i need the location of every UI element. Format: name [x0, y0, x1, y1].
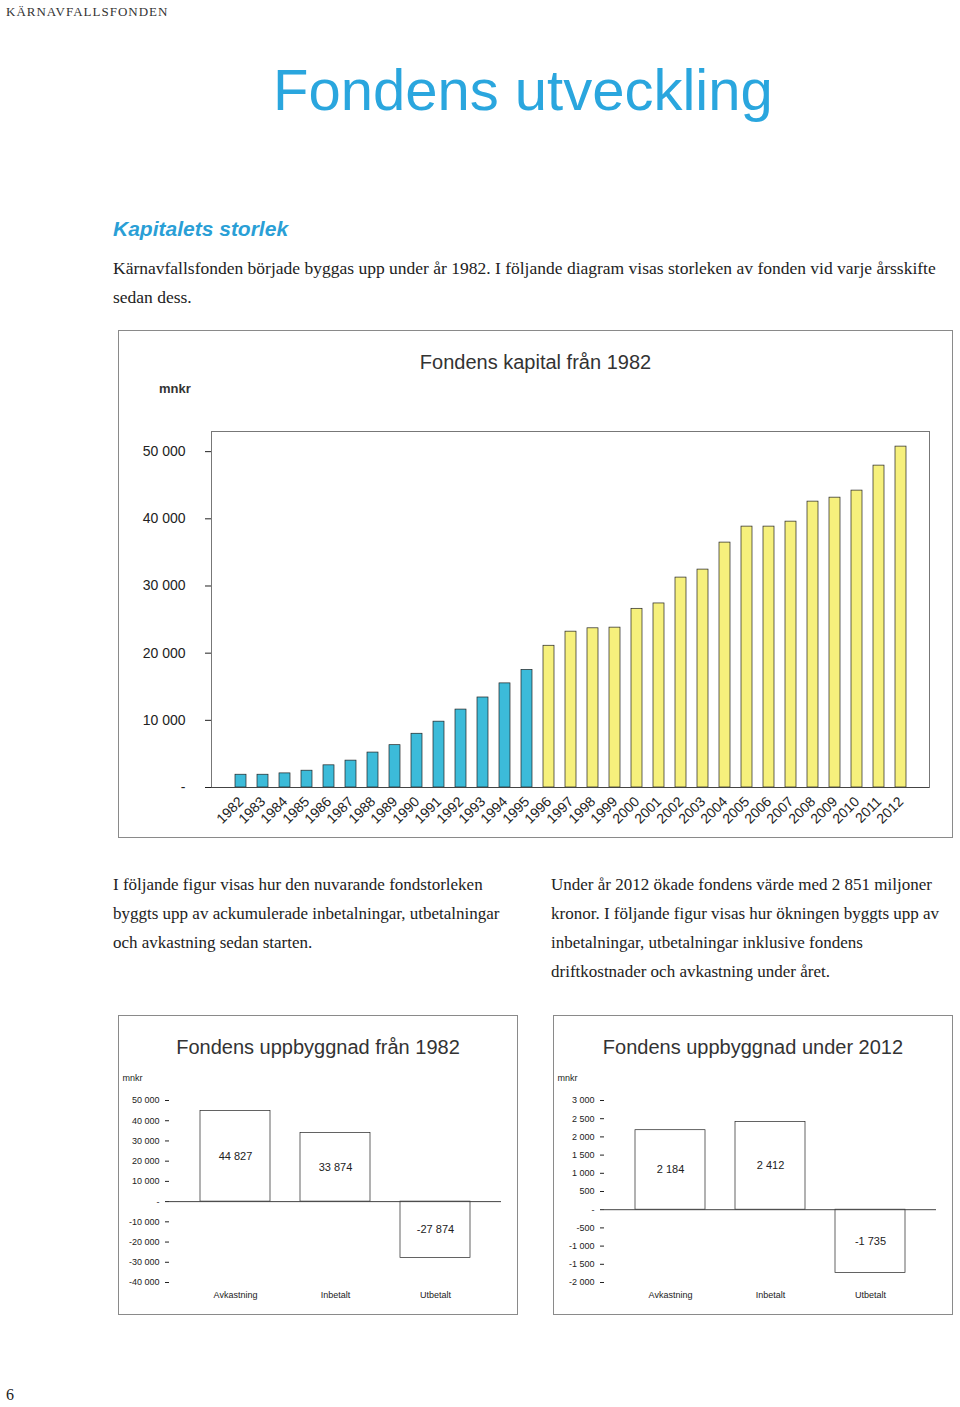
svg-text:-20 000: -20 000	[129, 1237, 160, 1247]
svg-text:Avkastning: Avkastning	[649, 1290, 693, 1300]
svg-text:mnkr: mnkr	[558, 1073, 578, 1083]
svg-text:50 000: 50 000	[143, 443, 186, 459]
svg-text:40 000: 40 000	[143, 510, 186, 526]
svg-text:2011: 2011	[851, 793, 885, 826]
svg-text:2 184: 2 184	[657, 1163, 685, 1175]
svg-text:Avkastning: Avkastning	[214, 1290, 258, 1300]
svg-text:2012: 2012	[873, 793, 906, 826]
svg-text:1982: 1982	[212, 793, 247, 827]
svg-text:1988: 1988	[344, 793, 379, 827]
svg-text:2000: 2000	[608, 793, 643, 827]
svg-text:1997: 1997	[542, 793, 577, 827]
html-text:KÄRNAVFALLSFONDEN: KÄRNAVFALLSFONDEN	[6, 4, 169, 19]
svg-text:30 000: 30 000	[143, 577, 186, 593]
svg-text:-1 500: -1 500	[569, 1259, 595, 1269]
svg-text:1989: 1989	[366, 793, 401, 827]
svg-text:1993: 1993	[454, 793, 489, 827]
svg-text:1996: 1996	[520, 793, 555, 827]
svg-text:1991: 1991	[410, 793, 445, 827]
html-text:Kapitalets storlek: Kapitalets storlek	[113, 217, 289, 240]
svg-text:30 000: 30 000	[132, 1136, 160, 1146]
svg-text:-500: -500	[576, 1223, 594, 1233]
svg-text:2009: 2009	[806, 793, 841, 827]
svg-text:40 000: 40 000	[132, 1116, 160, 1126]
svg-text:50 000: 50 000	[132, 1095, 160, 1105]
svg-text:2 500: 2 500	[572, 1114, 595, 1124]
svg-text:33 874: 33 874	[319, 1161, 353, 1173]
svg-text:-27 874: -27 874	[417, 1223, 454, 1235]
svg-text:-: -	[181, 779, 186, 795]
html-text:6: 6	[6, 1386, 14, 1403]
svg-text:2003: 2003	[674, 793, 709, 827]
html-text:mnkr: mnkr	[159, 381, 191, 396]
html-text:Fondens uppbyggnad under 2012: Fondens uppbyggnad under 2012	[602, 1036, 904, 1058]
svg-text:1983: 1983	[234, 793, 269, 827]
svg-text:1990: 1990	[388, 793, 423, 827]
svg-text:2010: 2010	[828, 793, 863, 827]
svg-text:20 000: 20 000	[132, 1156, 160, 1166]
svg-text:1992: 1992	[432, 793, 467, 827]
svg-text:Inbetalt: Inbetalt	[321, 1290, 351, 1300]
html-text:Under år 2012 ökade fondens vä: Under år 2012 ökade fondens värde med 2 …	[551, 875, 940, 981]
svg-text:44 827: 44 827	[219, 1150, 253, 1162]
svg-text:20 000: 20 000	[143, 645, 186, 661]
svg-text:3 000: 3 000	[572, 1095, 595, 1105]
svg-text:-1 000: -1 000	[569, 1241, 595, 1251]
svg-text:-40 000: -40 000	[129, 1277, 160, 1287]
svg-text:1998: 1998	[564, 793, 599, 827]
svg-text:-30 000: -30 000	[129, 1257, 160, 1267]
svg-text:500: 500	[579, 1186, 594, 1196]
svg-text:1985: 1985	[278, 793, 313, 827]
svg-text:2 000: 2 000	[572, 1132, 595, 1142]
svg-text:-1 735: -1 735	[855, 1235, 886, 1247]
svg-text:-: -	[592, 1205, 595, 1215]
svg-text:10 000: 10 000	[143, 712, 186, 728]
svg-text:1999: 1999	[586, 793, 621, 827]
html-text:Fondens utveckling: Fondens utveckling	[273, 57, 773, 122]
svg-text:Utbetalt: Utbetalt	[420, 1290, 452, 1300]
svg-text:1995: 1995	[498, 793, 533, 827]
svg-text:Inbetalt: Inbetalt	[756, 1290, 786, 1300]
svg-text:mnkr: mnkr	[123, 1073, 143, 1083]
svg-text:2001: 2001	[630, 793, 665, 827]
html-text:Fondens uppbyggnad från 1982: Fondens uppbyggnad från 1982	[176, 1036, 460, 1058]
svg-text:1994: 1994	[476, 793, 511, 827]
html-text:Fondens kapital från 1982: Fondens kapital från 1982	[419, 351, 652, 373]
svg-text:1 500: 1 500	[572, 1150, 595, 1160]
svg-text:1 000: 1 000	[572, 1168, 595, 1178]
svg-text:-: -	[157, 1196, 160, 1206]
svg-text:-2 000: -2 000	[569, 1277, 595, 1287]
svg-text:1987: 1987	[322, 793, 357, 827]
svg-text:2 412: 2 412	[757, 1159, 785, 1171]
svg-text:1986: 1986	[300, 793, 335, 827]
html-text:Kärnavfallsfonden började bygg: Kärnavfallsfonden började byggas upp und…	[113, 258, 936, 307]
svg-text:1984: 1984	[256, 793, 291, 827]
svg-text:2005: 2005	[718, 793, 753, 827]
svg-text:-10 000: -10 000	[129, 1217, 160, 1227]
svg-text:2008: 2008	[784, 793, 819, 827]
html-text:I följande figur visas hur den: I följande figur visas hur den nuvarande…	[113, 875, 500, 952]
svg-text:Utbetalt: Utbetalt	[855, 1290, 887, 1300]
svg-text:10 000: 10 000	[132, 1176, 160, 1186]
svg-text:2004: 2004	[696, 793, 731, 827]
svg-text:2006: 2006	[740, 793, 775, 827]
svg-text:2007: 2007	[762, 793, 797, 827]
svg-text:2002: 2002	[652, 793, 687, 827]
